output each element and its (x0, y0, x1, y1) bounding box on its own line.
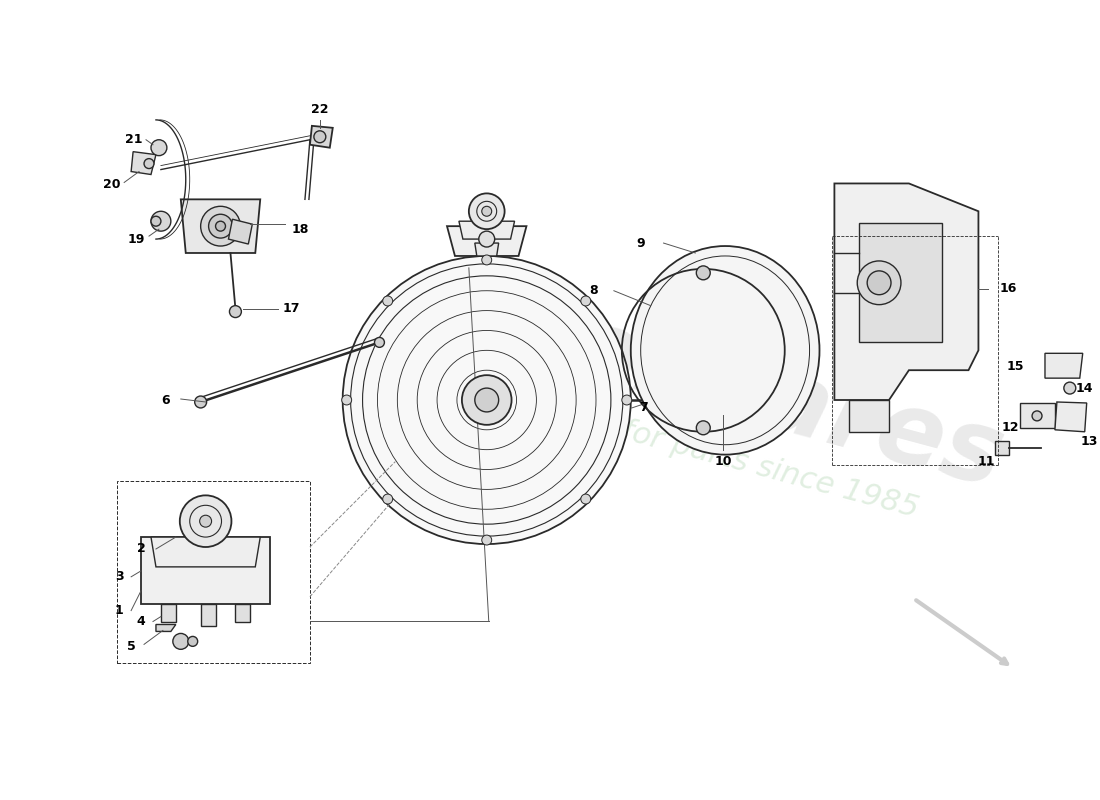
Polygon shape (151, 537, 261, 567)
Text: 1: 1 (114, 604, 123, 617)
Text: 22: 22 (311, 103, 329, 117)
Circle shape (482, 206, 492, 216)
Circle shape (179, 495, 231, 547)
Circle shape (696, 266, 711, 280)
Text: 13: 13 (1081, 435, 1099, 448)
Circle shape (188, 637, 198, 646)
Polygon shape (156, 625, 176, 631)
Circle shape (230, 306, 241, 318)
Ellipse shape (630, 246, 820, 454)
Circle shape (383, 494, 393, 504)
Polygon shape (131, 152, 156, 174)
Polygon shape (1045, 354, 1082, 378)
Text: 8: 8 (590, 284, 598, 298)
Text: 17: 17 (283, 302, 300, 315)
Polygon shape (666, 392, 705, 408)
Polygon shape (475, 243, 498, 256)
Text: 11: 11 (978, 455, 996, 468)
Text: 16: 16 (1000, 282, 1016, 295)
Text: 18: 18 (292, 222, 309, 236)
Circle shape (1064, 382, 1076, 394)
Polygon shape (1020, 403, 1055, 428)
Text: 10: 10 (714, 455, 732, 468)
Circle shape (200, 206, 241, 246)
Circle shape (314, 131, 326, 142)
Circle shape (482, 535, 492, 545)
Text: 2: 2 (136, 542, 145, 555)
Text: 12: 12 (1001, 422, 1019, 434)
Circle shape (867, 271, 891, 294)
Circle shape (702, 392, 718, 408)
Circle shape (475, 388, 498, 412)
Text: a passion for parts since 1985: a passion for parts since 1985 (469, 376, 922, 523)
Circle shape (621, 395, 631, 405)
Polygon shape (141, 537, 271, 604)
Circle shape (857, 261, 901, 305)
Polygon shape (229, 219, 252, 244)
Circle shape (581, 494, 591, 504)
Polygon shape (849, 400, 889, 432)
Text: 9: 9 (637, 237, 645, 250)
Circle shape (342, 395, 352, 405)
Circle shape (478, 231, 495, 247)
Circle shape (1032, 411, 1042, 421)
Circle shape (343, 256, 630, 544)
Circle shape (482, 255, 492, 265)
Text: 21: 21 (125, 134, 143, 146)
Polygon shape (235, 604, 251, 622)
Polygon shape (835, 183, 978, 400)
Circle shape (151, 211, 170, 231)
Circle shape (216, 222, 225, 231)
Circle shape (469, 194, 505, 229)
Circle shape (696, 421, 711, 434)
Polygon shape (447, 226, 527, 256)
Polygon shape (996, 441, 1009, 454)
Text: 15: 15 (1006, 360, 1024, 373)
Circle shape (581, 296, 591, 306)
Circle shape (173, 634, 189, 650)
Text: 14: 14 (1076, 382, 1093, 394)
Polygon shape (200, 604, 216, 626)
Polygon shape (859, 223, 942, 342)
Text: 19: 19 (128, 233, 145, 246)
Text: 5: 5 (126, 640, 135, 653)
Polygon shape (1055, 402, 1087, 432)
Circle shape (151, 140, 167, 156)
Text: 20: 20 (102, 178, 120, 191)
Text: 7: 7 (639, 402, 648, 414)
Polygon shape (459, 222, 515, 239)
Polygon shape (161, 604, 176, 622)
Circle shape (195, 396, 207, 408)
Circle shape (374, 338, 384, 347)
Polygon shape (180, 199, 261, 253)
Text: 6: 6 (162, 394, 170, 406)
Circle shape (200, 515, 211, 527)
Circle shape (209, 214, 232, 238)
Polygon shape (310, 126, 333, 148)
Text: 4: 4 (136, 615, 145, 628)
Circle shape (151, 216, 161, 226)
Circle shape (462, 375, 512, 425)
Circle shape (144, 158, 154, 169)
Text: 3: 3 (114, 570, 123, 583)
Circle shape (383, 296, 393, 306)
Text: eurospares: eurospares (377, 251, 1013, 509)
